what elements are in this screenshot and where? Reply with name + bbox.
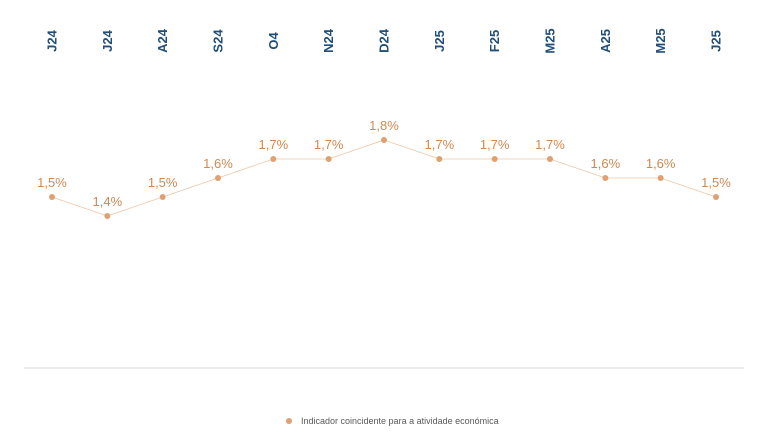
data-label: 1,5% (701, 175, 731, 190)
legend-label: Indicador coincidente para a atividade e… (301, 416, 499, 426)
category-label: J24 (45, 29, 60, 51)
data-label: 1,5% (148, 175, 178, 190)
category-label: D24 (377, 28, 392, 53)
data-label: 1,7% (425, 137, 455, 152)
data-point (491, 156, 498, 162)
data-point (602, 175, 609, 181)
legend: Indicador coincidente para a atividade e… (286, 416, 499, 426)
data-point (657, 175, 664, 181)
category-label: M25 (543, 28, 558, 53)
category-label: J25 (432, 30, 447, 52)
series-layer: 1,5% 1,4% 1,5% 1,6% 1,7% 1,7% 1,8% 1,7% 1,7% 1,7%… (37, 118, 731, 219)
data-point (49, 194, 55, 200)
data-point (436, 156, 443, 162)
data-label: 1,6% (646, 156, 676, 171)
category-label: A25 (598, 29, 613, 53)
category-label: J25 (709, 30, 724, 52)
data-label: 1,6% (591, 156, 621, 171)
data-label: 1,8% (369, 118, 399, 133)
data-label: 1,6% (203, 156, 233, 171)
category-label: M25 (653, 28, 668, 53)
category-label: F25 (487, 30, 502, 52)
legend-marker (286, 418, 292, 424)
category-label: S24 (211, 29, 226, 53)
data-label: 1,5% (37, 175, 67, 190)
data-point (381, 137, 387, 143)
category-label: A24 (155, 28, 170, 53)
data-label: 1,7% (259, 137, 289, 152)
data-point (215, 175, 221, 181)
category-label: O4 (266, 32, 281, 50)
data-point (270, 156, 277, 162)
data-point (159, 194, 166, 200)
data-point (547, 156, 553, 162)
data-label: 1,7% (535, 137, 565, 152)
data-label: 1,7% (314, 137, 344, 152)
data-label: 1,7% (480, 137, 510, 152)
category-label: N24 (321, 28, 336, 53)
data-point (325, 156, 332, 162)
category-labels: J24 J24 A24 S24 O4 N24 D24 J25 F25 M25 A25 M25 J25 (45, 28, 724, 53)
data-point (104, 213, 111, 219)
category-label: J24 (100, 29, 115, 51)
data-label: 1,4% (93, 194, 123, 209)
data-point (713, 194, 719, 200)
